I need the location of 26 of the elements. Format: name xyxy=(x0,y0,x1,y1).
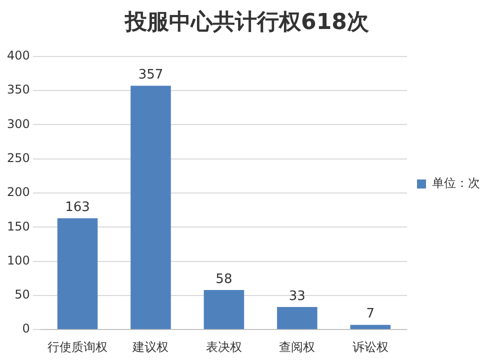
y-tick-label: 300 xyxy=(7,116,30,131)
x-tick-label: 行使质询权 xyxy=(48,340,108,354)
y-tick-label: 200 xyxy=(7,185,30,200)
x-tick-label: 诉讼权 xyxy=(352,340,388,354)
bar xyxy=(277,307,318,330)
y-tick-label: 50 xyxy=(14,288,30,302)
x-tick-label: 表决权 xyxy=(206,340,242,354)
chart-title: 投服中心共计行权618次 xyxy=(124,8,370,35)
legend-label: 单位：次 xyxy=(432,176,480,190)
y-tick-label: 150 xyxy=(7,219,30,234)
y-tick-label: 100 xyxy=(7,253,30,268)
bar xyxy=(350,324,391,330)
y-tick-label: 400 xyxy=(7,48,30,63)
bar xyxy=(204,290,244,330)
y-tick-label: 0 xyxy=(22,322,30,336)
data-label: 357 xyxy=(138,68,164,83)
data-label: 58 xyxy=(216,272,232,287)
bar xyxy=(57,218,98,330)
x-tick-label: 建议权 xyxy=(132,340,169,354)
data-label: 7 xyxy=(366,306,375,322)
y-tick-label: 250 xyxy=(7,150,30,165)
bar xyxy=(130,86,171,330)
x-tick-label: 查阅权 xyxy=(279,340,316,354)
y-tick-label: 350 xyxy=(7,82,30,97)
data-label: 163 xyxy=(65,200,90,216)
data-label: 33 xyxy=(288,288,306,304)
